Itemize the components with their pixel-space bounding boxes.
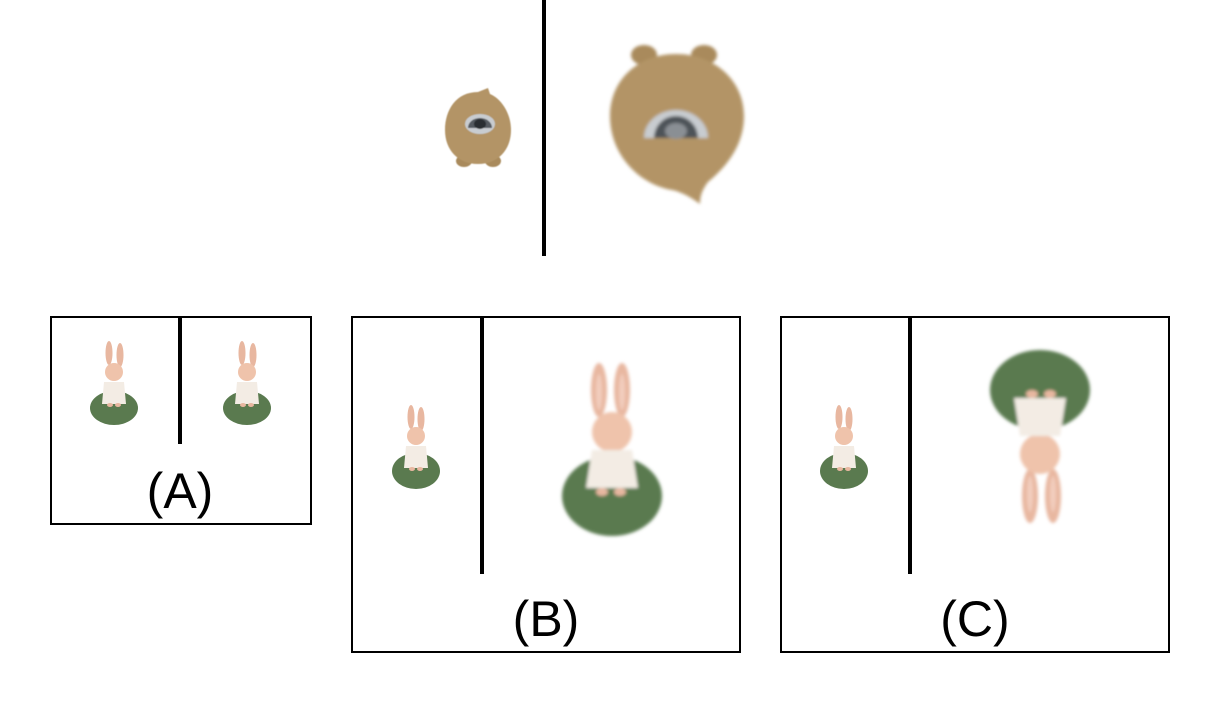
option-a-divider	[178, 318, 182, 444]
large-bear-figure	[610, 45, 744, 204]
option-c-label: (C)	[940, 591, 1010, 647]
small-bear-figure	[445, 88, 511, 167]
option-a-right-rabbit	[223, 341, 271, 425]
option-c-small-rabbit	[820, 405, 868, 489]
option-b-label: (B)	[512, 591, 580, 647]
option-b-divider	[480, 318, 484, 574]
option-a-left-rabbit	[90, 341, 138, 425]
option-c-divider	[908, 318, 912, 574]
option-b-small-rabbit	[392, 405, 440, 489]
option-b-large-rabbit	[562, 363, 662, 536]
option-c-large-rabbit-flipped	[990, 350, 1090, 523]
option-a-label: (A)	[146, 463, 214, 519]
divider-line	[542, 0, 546, 256]
